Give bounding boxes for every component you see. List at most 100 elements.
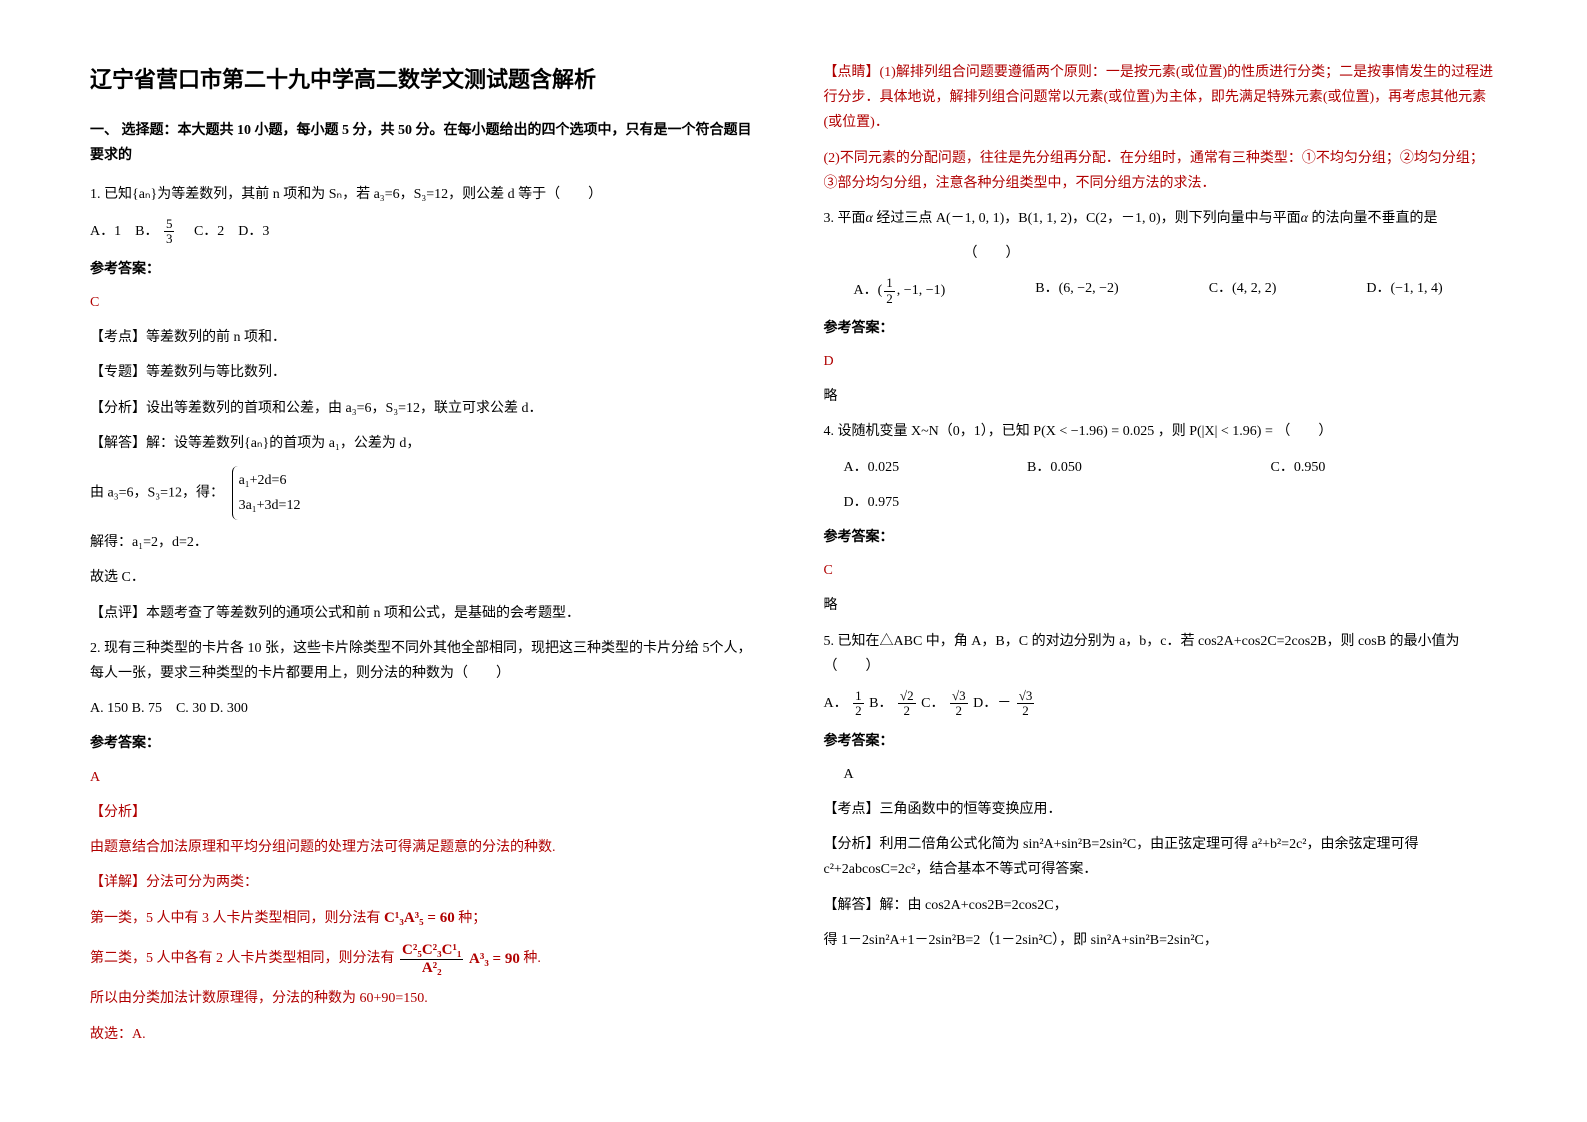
page-title: 辽宁省营口市第二十九中学高二数学文测试题含解析 (90, 60, 764, 100)
q4-stem: 4. 设随机变量 X~N（0，1），已知 P(X < −1.96) = 0.02… (824, 419, 1498, 444)
answer-heading: 参考答案： (90, 731, 764, 756)
d: 2 (898, 704, 916, 718)
answer-heading: 参考答案： (824, 525, 1498, 550)
q4-optB: B．0.050 (1027, 455, 1267, 480)
q1-frac: 5 3 (164, 217, 175, 247)
left-column: 辽宁省营口市第二十九中学高二数学文测试题含解析 一、 选择题：本大题共 10 小… (90, 60, 794, 1082)
q3-optA: A．(12, −1, −1) (854, 276, 946, 306)
q4-answer: C (824, 558, 1498, 583)
q5-answer: A (824, 762, 1498, 787)
q4-optD: D．0.975 (844, 495, 900, 510)
q4-c: （ ） (1276, 424, 1332, 439)
answer-heading: 参考答案： (90, 257, 764, 282)
q2-fx-body: 由题意结合加法原理和平均分组问题的处理方法可得满足题意的分法的种数. (90, 835, 764, 860)
n: 1 (884, 276, 895, 291)
q3-optB: B．(6, −2, −2) (1035, 276, 1118, 306)
q2-pick: 故选：A. (90, 1022, 764, 1047)
q1-zt: 【专题】等差数列与等比数列． (90, 360, 764, 385)
q1-jd-head: 【解答】解：设等差数列{aₙ}的首项为 a₁，公差为 d， (90, 431, 764, 456)
q2-answer: A (90, 765, 764, 790)
d: 2 (884, 292, 895, 306)
q2-case1-a: 第一类，5 人中有 3 人卡片类型相同，则分法有 (90, 911, 381, 926)
q4-optA: A．0.025 (844, 455, 1024, 480)
brace-row-1: a₁+2d=6 (239, 468, 301, 493)
d: 2 (1017, 704, 1035, 718)
q1-answer: C (90, 290, 764, 315)
q1-opts-tail: C．2 D．3 (180, 224, 269, 239)
q5-kd: 【考点】三角函数中的恒等变换应用． (824, 797, 1498, 822)
q4-lue: 略 (824, 593, 1498, 618)
fA: 12 (853, 689, 864, 719)
q2-fx: 【分析】 (90, 800, 764, 825)
q4-a: 4. 设随机变量 X~N（0，1），已知 (824, 424, 1034, 439)
q4-options-row1: A．0.025 B．0.050 C．0.950 (824, 455, 1498, 480)
fB: √22 (898, 689, 916, 719)
right-column: 【点睛】(1)解排列组合问题要遵循两个原则：一是按元素(或位置)的性质进行分类；… (794, 60, 1498, 1082)
q3-optD: D．(−1, 1, 4) (1366, 276, 1442, 306)
q3-b: 经过三点 A(－1, 0, 1)，B(1, 1, 2)，C(2，－1, 0)，则… (873, 211, 1301, 226)
q1-fx: 【分析】设出等差数列的首项和公差，由 a₃=6，S₃=12，联立可求公差 d． (90, 396, 764, 421)
answer-heading: 参考答案： (824, 316, 1498, 341)
q5-optC: C． (921, 696, 944, 711)
q5-fx: 【分析】利用二倍角公式化简为 sin²A+sin²B=2sin²C，由正弦定理可… (824, 832, 1498, 882)
q2-case2-a: 第二类，5 人中各有 2 人卡片类型相同，则分法有 (90, 952, 395, 967)
ds2: (2)不同元素的分配问题，往往是先分组再分配．在分组时，通常有三种类型：①不均匀… (824, 146, 1498, 196)
n: √3 (950, 689, 968, 704)
q1-options: A．1 B． 5 3 C．2 D．3 (90, 217, 764, 247)
optA-frac: 12 (884, 276, 895, 306)
section-intro: 一、 选择题：本大题共 10 小题，每小题 5 分，共 50 分。在每小题给出的… (90, 118, 764, 168)
q3-optC: C．(4, 2, 2) (1209, 276, 1277, 306)
q2-case1-b: 种； (458, 911, 486, 926)
frac-den: 3 (164, 232, 175, 246)
optA-pre: A． (854, 283, 878, 298)
q2-case2-b: 种. (523, 952, 541, 967)
page: 辽宁省营口市第二十九中学高二数学文测试题含解析 一、 选择题：本大题共 10 小… (0, 0, 1587, 1122)
q2-case1: 第一类，5 人中有 3 人卡片类型相同，则分法有 C¹₃A³₅ = 60 种； (90, 905, 764, 932)
alpha-icon: α (866, 211, 873, 226)
frac-num: 5 (164, 217, 175, 232)
q2-sum: 所以由分类加法计数原理得，分法的种数为 60+90=150. (90, 986, 764, 1011)
brace-system: a₁+2d=6 3a₁+3d=12 (232, 466, 305, 520)
q2-options: A. 150 B. 75 C. 30 D. 300 (90, 696, 764, 721)
q3-answer: D (824, 349, 1498, 374)
q1-pick: 故选 C． (90, 565, 764, 590)
q4-b: ，则 (1158, 424, 1190, 439)
q5-stem: 5. 已知在△ABC 中，角 A，B，C 的对边分别为 a，b，c．若 cos2… (824, 629, 1498, 679)
q4-p2: P(|X| < 1.96) = (1189, 424, 1273, 439)
q5-jd: 【解答】解：由 cos2A+cos2B=2cos2C， (824, 893, 1498, 918)
q1-jd-eq-pre: 由 a₃=6，S₃=12，得： (90, 485, 224, 500)
q1-stem: 1. 已知{aₙ}为等差数列，其前 n 项和为 Sₙ，若 a₃=6，S₃=12，… (90, 182, 764, 207)
q5-optB: B． (869, 696, 892, 711)
q5-optD: D．－ (973, 696, 1011, 711)
alpha-icon: α (1301, 211, 1308, 226)
q1-solve: 解得：a₁=2，d=2． (90, 530, 764, 555)
q5-options: A． 12 B． √22 C． √32 D．－ √32 (824, 689, 1498, 719)
q2-xj-head: 【详解】分法可分为两类： (90, 870, 764, 895)
formula2-top: C²₅C²₃C¹₁ (400, 942, 463, 960)
n: √2 (898, 689, 916, 704)
formula-c3a5: C¹₃A³₅ = 60 (384, 905, 455, 932)
fC: √32 (950, 689, 968, 719)
q3-blank: （ ） (824, 241, 1498, 266)
q1-jd-eq: 由 a₃=6，S₃=12，得： a₁+2d=6 3a₁+3d=12 (90, 466, 764, 520)
q1-dp: 【点评】本题考查了等差数列的通项公式和前 n 项和公式，是基础的会考题型． (90, 601, 764, 626)
q2-stem: 2. 现有三种类型的卡片各 10 张，这些卡片除类型不同外其他全部相同，现把这三… (90, 636, 764, 686)
n: √3 (1017, 689, 1035, 704)
q3-lue: 略 (824, 384, 1498, 409)
brace-row-2: 3a₁+3d=12 (239, 493, 301, 518)
q4-options-row2: D．0.975 (824, 490, 1498, 515)
formula2-bot: A²₂ (400, 960, 463, 977)
q3-options: A．(12, −1, −1) B．(6, −2, −2) C．(4, 2, 2)… (854, 276, 1498, 306)
d: 2 (853, 704, 864, 718)
formula2-tail: A³₃ = 90 (469, 946, 520, 973)
formula-frac: C²₅C²₃C¹₁ A²₂ (400, 942, 463, 976)
q1-kd: 【考点】等差数列的前 n 项和． (90, 325, 764, 350)
q5-optA: A． (824, 696, 848, 711)
q1-opts-head: A．1 B． (90, 224, 158, 239)
n: 1 (853, 689, 864, 704)
answer-heading: 参考答案： (824, 729, 1498, 754)
q4-optC: C．0.950 (1271, 460, 1326, 475)
q3-stem: 3. 平面α 经过三点 A(－1, 0, 1)，B(1, 1, 2)，C(2，－… (824, 206, 1498, 231)
q4-p1: P(X < −1.96) = 0.025 (1033, 424, 1154, 439)
q3-c: 的法向量不垂直的是 (1308, 211, 1438, 226)
